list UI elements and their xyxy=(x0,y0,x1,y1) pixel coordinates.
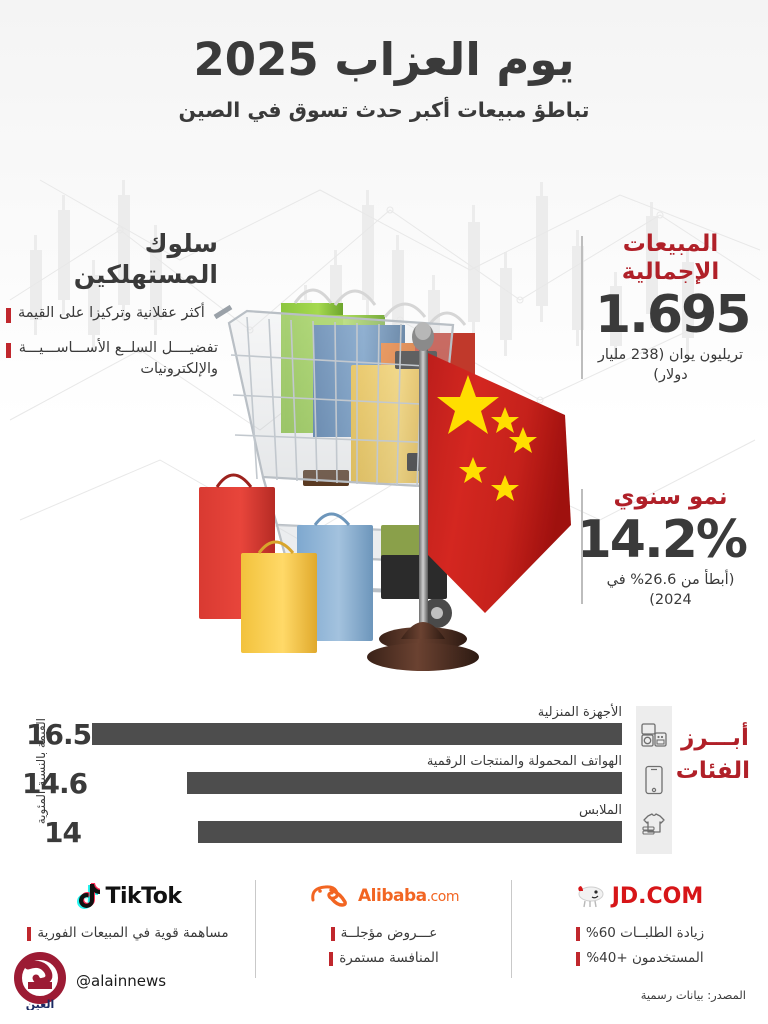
brand-handle: @alainnews xyxy=(76,972,167,990)
source-note: المصدر: بيانات رسمية xyxy=(640,988,746,1002)
bar-row: الملابس 14 xyxy=(44,803,622,853)
platform-bullet-item: المنافسة مستمرة xyxy=(256,949,512,967)
chart-title-block: أبـــرز الفئات xyxy=(675,722,750,789)
alibaba-icon xyxy=(311,885,347,907)
tiktok-note-icon xyxy=(77,883,101,909)
bar-value-label: 14.6 xyxy=(22,767,88,800)
stat-annual-growth: نمو سنوي 14.2% (أبطأ من 26.6% في 2024) xyxy=(575,483,748,610)
platform-bullet-item: زيادة الطلبــات 60% xyxy=(512,924,768,942)
bullet-icon xyxy=(330,927,335,941)
platform-bullet-label: مساهمة قوية في المبيعات الفورية xyxy=(37,925,229,941)
chart-title: أبـــرز الفئات xyxy=(675,725,750,785)
bar-track: 14 xyxy=(44,816,622,849)
tiktok-logo-text: TikTok xyxy=(105,883,182,909)
tiktok-logo: TikTok xyxy=(0,878,256,914)
platforms-section: JD.COM زيادة الطلبــات 60% المستخدمون +4… xyxy=(0,874,768,992)
home-appliances-icon xyxy=(641,723,667,747)
bar-value-label: 14 xyxy=(44,816,82,849)
stat-annual-growth-value: 14.2% xyxy=(575,510,748,571)
stat-annual-growth-label: نمو سنوي xyxy=(613,484,728,510)
alibaba-logo: Alibaba.com xyxy=(256,878,512,914)
alain-logo-icon: العين xyxy=(14,952,66,1010)
bar-fill xyxy=(198,821,622,843)
stat-total-sales-sub: تريليون يوان (238 مليار دولار) xyxy=(597,346,744,383)
stat-total-sales-value: 1.695 xyxy=(595,285,751,346)
bar-fill xyxy=(92,723,622,745)
stat-annual-growth-sub: (أبطأ من 26.6% في 2024) xyxy=(606,571,735,608)
bar-list: الأجهزة المنزلية 16.5 الهواتف المحمولة و… xyxy=(22,705,622,868)
platform-bullet-item: المستخدمون +40% xyxy=(512,949,768,967)
bar-fill xyxy=(187,772,622,794)
bar-row: الأجهزة المنزلية 16.5 xyxy=(26,705,622,755)
alibaba-logo-text: Alibaba xyxy=(358,886,427,906)
platform-bullet-label: عـــروض مؤجلــة xyxy=(340,925,438,941)
bar-track: 16.5 xyxy=(26,718,622,751)
jd-logo: JD.COM xyxy=(512,878,768,914)
top-categories-chart: القيمة بالنسبة المئوية أبـــرز الفئات xyxy=(0,700,768,868)
svg-text:العين: العين xyxy=(26,998,55,1010)
bullet-icon xyxy=(27,927,32,941)
bullet-icon xyxy=(575,927,580,941)
bar-category-label: الملابس xyxy=(578,803,622,818)
category-icon-column xyxy=(636,706,672,854)
platform-jd: JD.COM زيادة الطلبــات 60% المستخدمون +4… xyxy=(512,874,768,992)
stat-total-sales: المبيعات الإجمالية 1.695 تريليون يوان (2… xyxy=(581,230,751,385)
header: يوم العزاب 2025 تباطؤ مبيعات أكبر حدث تس… xyxy=(0,34,768,122)
page-subtitle: تباطؤ مبيعات أكبر حدث تسوق في الصين xyxy=(178,97,590,122)
platform-bullet-item: مساهمة قوية في المبيعات الفورية xyxy=(0,924,256,942)
platform-bullet-item: عـــروض مؤجلــة xyxy=(256,924,512,942)
platform-alibaba: Alibaba.com عـــروض مؤجلــة المنافسة مست… xyxy=(256,874,512,992)
brand-footer: العين @alainnews xyxy=(12,952,166,1010)
page-title: يوم العزاب 2025 xyxy=(193,33,575,86)
bar-category-label: الهواتف المحمولة والمنتجات الرقمية xyxy=(426,754,622,769)
platform-bullet-label: زيادة الطلبــات 60% xyxy=(585,925,705,941)
clothing-icon xyxy=(642,812,665,835)
stat-total-sales-label: المبيعات الإجمالية xyxy=(621,231,720,286)
bullet-icon xyxy=(6,342,11,358)
platform-bullet-label: المستخدمون +40% xyxy=(586,950,704,967)
smartphone-icon xyxy=(645,765,663,795)
platform-tiktok: TikTok مساهمة قوية في المبيعات الفورية xyxy=(0,874,256,992)
jd-logo-text: JD.COM xyxy=(611,883,704,909)
bullet-icon xyxy=(576,952,581,967)
bullet-icon xyxy=(6,307,11,323)
platform-bullet-label: المنافسة مستمرة xyxy=(339,950,439,967)
bar-category-label: الأجهزة المنزلية xyxy=(537,705,622,720)
bullet-icon xyxy=(329,952,334,967)
bar-track: 14.6 xyxy=(22,767,622,800)
shopping-cart-china-flag-illustration xyxy=(199,288,571,671)
bar-row: الهواتف المحمولة والمنتجات الرقمية 14.6 xyxy=(22,754,622,804)
bar-value-label: 16.5 xyxy=(26,718,92,751)
alibaba-logo-domain: .com xyxy=(426,889,460,905)
jd-dog-icon xyxy=(578,886,604,908)
behaviour-item-label: أكثر عقلانية وتركيزا على القيمة xyxy=(18,304,205,321)
